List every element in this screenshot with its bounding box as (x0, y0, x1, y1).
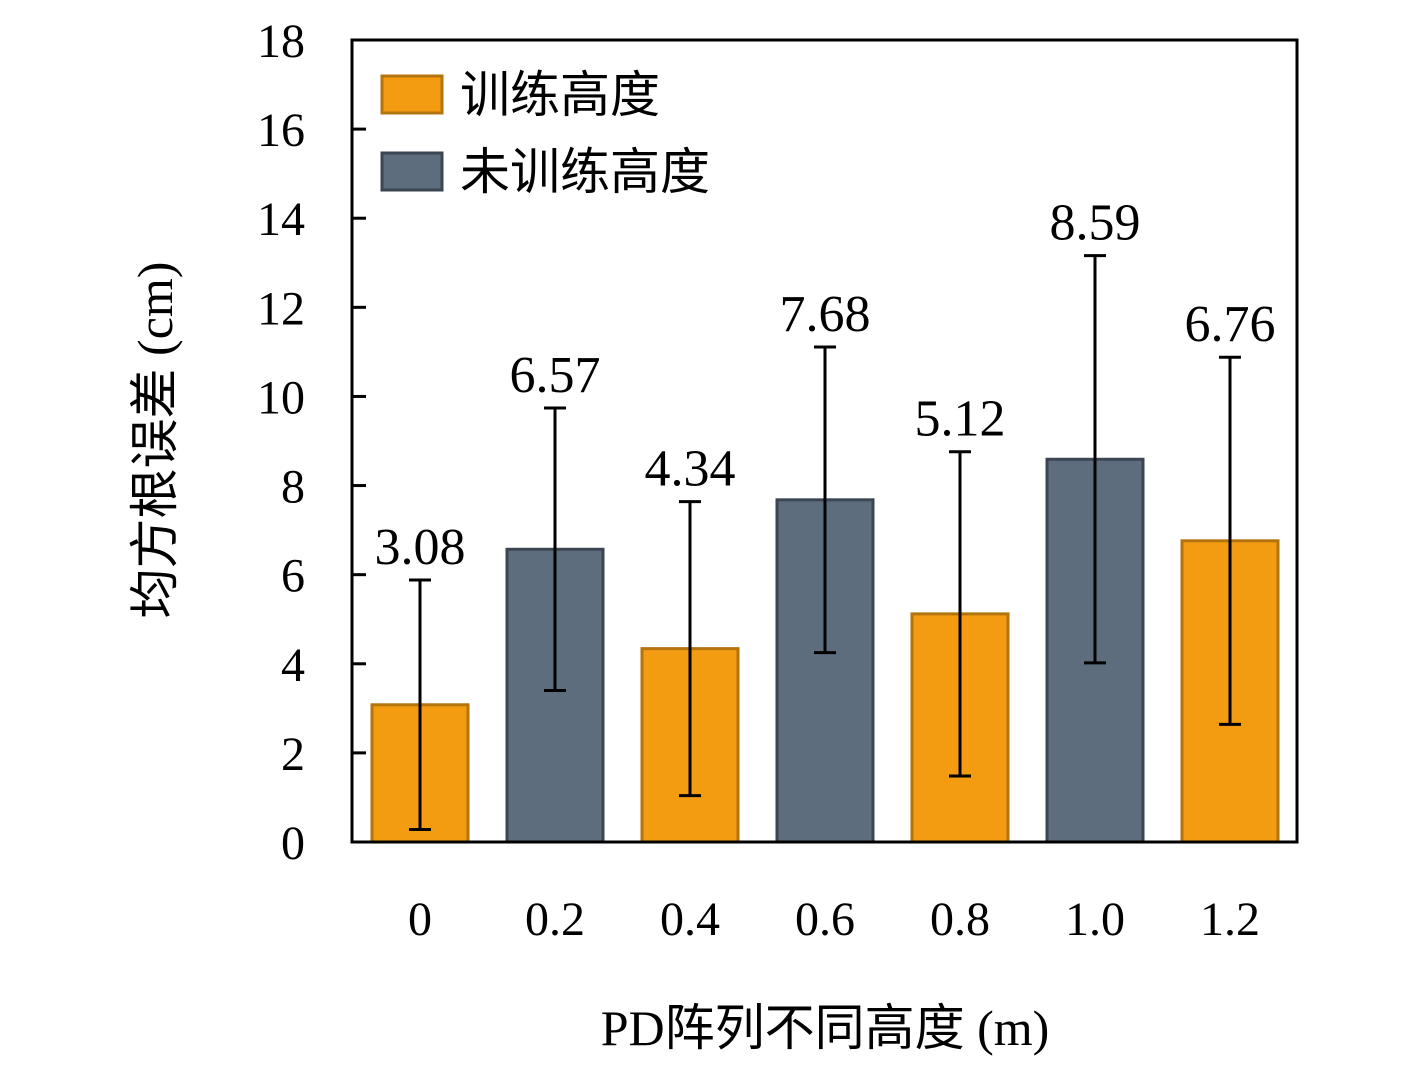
y-tick-label: 14 (257, 193, 305, 246)
y-tick-label: 0 (281, 817, 305, 870)
data-label: 3.08 (375, 519, 466, 576)
data-label: 4.34 (645, 441, 736, 498)
y-tick-label: 12 (257, 282, 305, 335)
y-tick-label: 6 (281, 550, 305, 603)
legend-label-trained: 训练高度 (460, 67, 660, 123)
plot-frame (350, 38, 1299, 844)
x-tick-label: 0.4 (660, 893, 720, 946)
y-tick-label: 16 (257, 104, 305, 157)
x-tick-label: 1.0 (1065, 893, 1125, 946)
x-tick-label: 0.8 (930, 893, 990, 946)
data-label: 7.68 (780, 286, 871, 343)
y-axis-label: 均方根误差 (cm) (127, 262, 183, 619)
x-tick-label: 0.2 (525, 893, 585, 946)
y-tick-label: 18 (257, 15, 305, 68)
legend-label-untrained: 未训练高度 (460, 144, 710, 200)
x-tick-label: 0.6 (795, 893, 855, 946)
data-label: 8.59 (1050, 195, 1141, 252)
y-tick-label: 8 (281, 461, 305, 514)
x-tick-label: 1.2 (1200, 893, 1260, 946)
data-label: 6.57 (510, 347, 601, 404)
y-tick-label: 10 (257, 371, 305, 424)
x-axis-label: PD阵列不同高度 (m) (601, 1000, 1050, 1056)
legend-swatch-trained (380, 74, 444, 115)
data-label: 6.76 (1185, 296, 1276, 353)
x-tick-label: 0 (408, 893, 432, 946)
y-tick-label: 2 (281, 728, 305, 781)
legend-swatch-untrained (380, 151, 444, 192)
y-tick-label: 4 (281, 639, 305, 692)
data-label: 5.12 (915, 391, 1006, 448)
